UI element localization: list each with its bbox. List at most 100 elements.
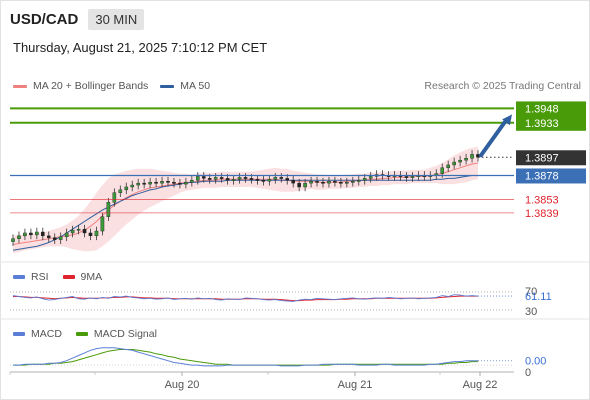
candle [11, 234, 15, 246]
main-legend: MA 20 + Bollinger Bands MA 50 [13, 80, 222, 92]
candle [94, 226, 99, 241]
candle [273, 173, 278, 184]
candle-body [225, 178, 230, 181]
candle [237, 173, 242, 184]
candle-body [76, 228, 81, 231]
candle-body [470, 154, 474, 159]
candle-body [231, 179, 236, 181]
candle-body [213, 177, 218, 180]
legend-swatch-macd [13, 332, 25, 336]
chart-header: USD/CAD 30 MIN [10, 7, 145, 31]
rsi-panel: 70 30 61.11 [10, 286, 552, 318]
candle-body [130, 184, 135, 188]
candle-body [184, 181, 188, 185]
candle [178, 178, 182, 189]
candle [345, 177, 349, 188]
candle-body [410, 176, 415, 178]
candle-body [255, 179, 260, 181]
candle-body [160, 181, 164, 184]
candle-body [362, 178, 367, 181]
candle [136, 178, 140, 190]
candle-body [41, 231, 45, 237]
candle [58, 232, 63, 244]
candle-body [243, 177, 248, 179]
candle [452, 157, 456, 170]
legend-label-ma50: MA 50 [180, 80, 211, 92]
candle-body [458, 159, 462, 163]
candle-body [339, 181, 343, 184]
legend-item-rsi: RSI [13, 271, 49, 283]
resistance-label-box [516, 101, 586, 117]
candle-body [100, 216, 105, 232]
symbol-title: USD/CAD [10, 10, 79, 28]
candle-body [303, 182, 307, 188]
candle-body [166, 181, 170, 183]
candle-body [142, 182, 146, 185]
candle-body [309, 181, 313, 184]
candle-body [327, 181, 331, 184]
candle-body [52, 237, 57, 240]
candle [196, 172, 200, 185]
candle-body [261, 180, 266, 182]
resistance-label-box [516, 115, 586, 131]
candle-body [464, 158, 468, 161]
candle-body [124, 186, 129, 191]
candle-body [46, 235, 51, 238]
bollinger-band [13, 146, 478, 254]
candle-body [321, 181, 325, 184]
candle-body [345, 181, 349, 184]
time-tick-label: Aug 21 [338, 379, 373, 391]
candle [333, 176, 337, 187]
candle [201, 172, 206, 183]
candle [309, 176, 313, 188]
timeframe-badge[interactable]: 30 MIN [88, 8, 145, 30]
candle-body [88, 232, 93, 237]
candle-body [58, 236, 63, 240]
legend-label-macd-signal: MACD Signal [93, 328, 157, 340]
candle [410, 172, 415, 182]
candle [29, 228, 33, 240]
candle [213, 173, 218, 184]
candle-body [11, 238, 15, 242]
pivot-label: 1.3878 [525, 170, 559, 182]
candle [23, 228, 27, 241]
candle-body [118, 189, 123, 193]
candle [130, 180, 135, 192]
time-tick-label: Aug 20 [165, 379, 200, 391]
legend-swatch-bollinger [13, 84, 27, 88]
candle-body [279, 177, 284, 179]
support-label: 1.3853 [525, 194, 559, 206]
pivot-label-box [516, 168, 586, 184]
candle [41, 227, 45, 241]
candle-body [249, 178, 254, 180]
candle-body [178, 182, 182, 185]
macd-signal-line [13, 349, 478, 366]
candle [112, 188, 117, 207]
resistance-label: 1.3933 [525, 118, 559, 130]
candle [190, 175, 194, 187]
candle [231, 175, 236, 185]
rsi-tick-30: 30 [525, 306, 537, 318]
candle [148, 177, 152, 189]
candle-body [273, 177, 278, 180]
macd-value-label: 0.00 [525, 356, 546, 368]
last-price-label: 1.3897 [525, 152, 559, 164]
legend-label-macd: MACD [31, 328, 62, 340]
candle-body [315, 181, 319, 183]
candle-body [267, 179, 272, 182]
candle-body [285, 178, 290, 181]
legend-item-bollinger: MA 20 + Bollinger Bands [13, 80, 148, 92]
candle [315, 176, 319, 187]
resistance-label: 1.3948 [525, 103, 559, 115]
candle [464, 153, 468, 165]
candle [255, 175, 260, 185]
candle [100, 212, 105, 236]
candle-body [446, 164, 450, 169]
candle [279, 173, 284, 183]
candle-body [64, 232, 69, 237]
candle [35, 227, 39, 240]
candle-body [201, 176, 206, 179]
candle [368, 172, 373, 183]
candle [291, 175, 295, 188]
